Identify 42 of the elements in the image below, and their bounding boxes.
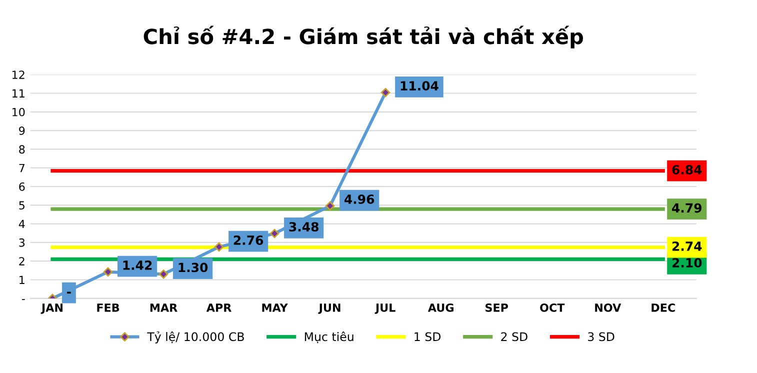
legend-label: 2 SD: [501, 332, 528, 342]
y-tick-label: 8: [19, 145, 25, 154]
chart-title: Chỉ số #4.2 - Giám sát tải và chất xếp: [144, 26, 584, 48]
y-tick-label: 2: [19, 257, 24, 266]
legend-label: 3 SD: [588, 332, 614, 342]
x-tick-label: OCT: [540, 303, 565, 312]
y-tick-label: 11: [12, 89, 24, 98]
data-label: 11.04: [400, 81, 438, 91]
y-tick-label: 10: [12, 108, 25, 116]
y-tick-label: 4: [18, 220, 25, 228]
data-label: 4.96: [344, 194, 374, 204]
legend-label: 1 SD: [414, 332, 441, 342]
data-label: -: [67, 292, 71, 294]
x-tick-label: APR: [206, 304, 232, 312]
y-tick-label: -: [22, 299, 25, 300]
y-tick-label: 1: [20, 276, 24, 284]
x-tick-label: MAR: [150, 304, 178, 312]
legend-label: Tỷ lệ/ 10.000 CB: [147, 331, 244, 344]
y-tick-label: 12: [12, 70, 24, 79]
x-tick-label: SEP: [486, 303, 508, 312]
x-tick-label: JUN: [318, 304, 340, 314]
x-tick-label: JAN: [40, 304, 62, 314]
x-tick-label: NOV: [595, 303, 622, 312]
x-tick-label: FEB: [97, 304, 120, 312]
y-tick-label: 7: [19, 164, 24, 172]
data-label: 2.76: [234, 236, 264, 245]
x-tick-label: JUL: [374, 304, 396, 314]
y-tick-label: 3: [19, 238, 25, 247]
y-tick-label: 6: [19, 182, 25, 191]
x-tick-label: DEC: [652, 303, 675, 312]
data-label: 2.74: [672, 241, 702, 251]
data-label: 2.10: [672, 258, 702, 268]
y-tick-label: 5: [19, 201, 24, 210]
data-label: 3.48: [289, 222, 318, 232]
x-tick-label: AUG: [428, 303, 454, 312]
data-label: 1.30: [178, 262, 208, 272]
data-label: 1.42: [123, 260, 152, 270]
legend-label: Mục tiêu: [304, 332, 354, 344]
data-label: 6.84: [672, 165, 702, 174]
x-tick-label: MAY: [262, 304, 288, 312]
y-tick-label: 9: [19, 126, 25, 135]
data-label: 4.79: [672, 203, 702, 213]
